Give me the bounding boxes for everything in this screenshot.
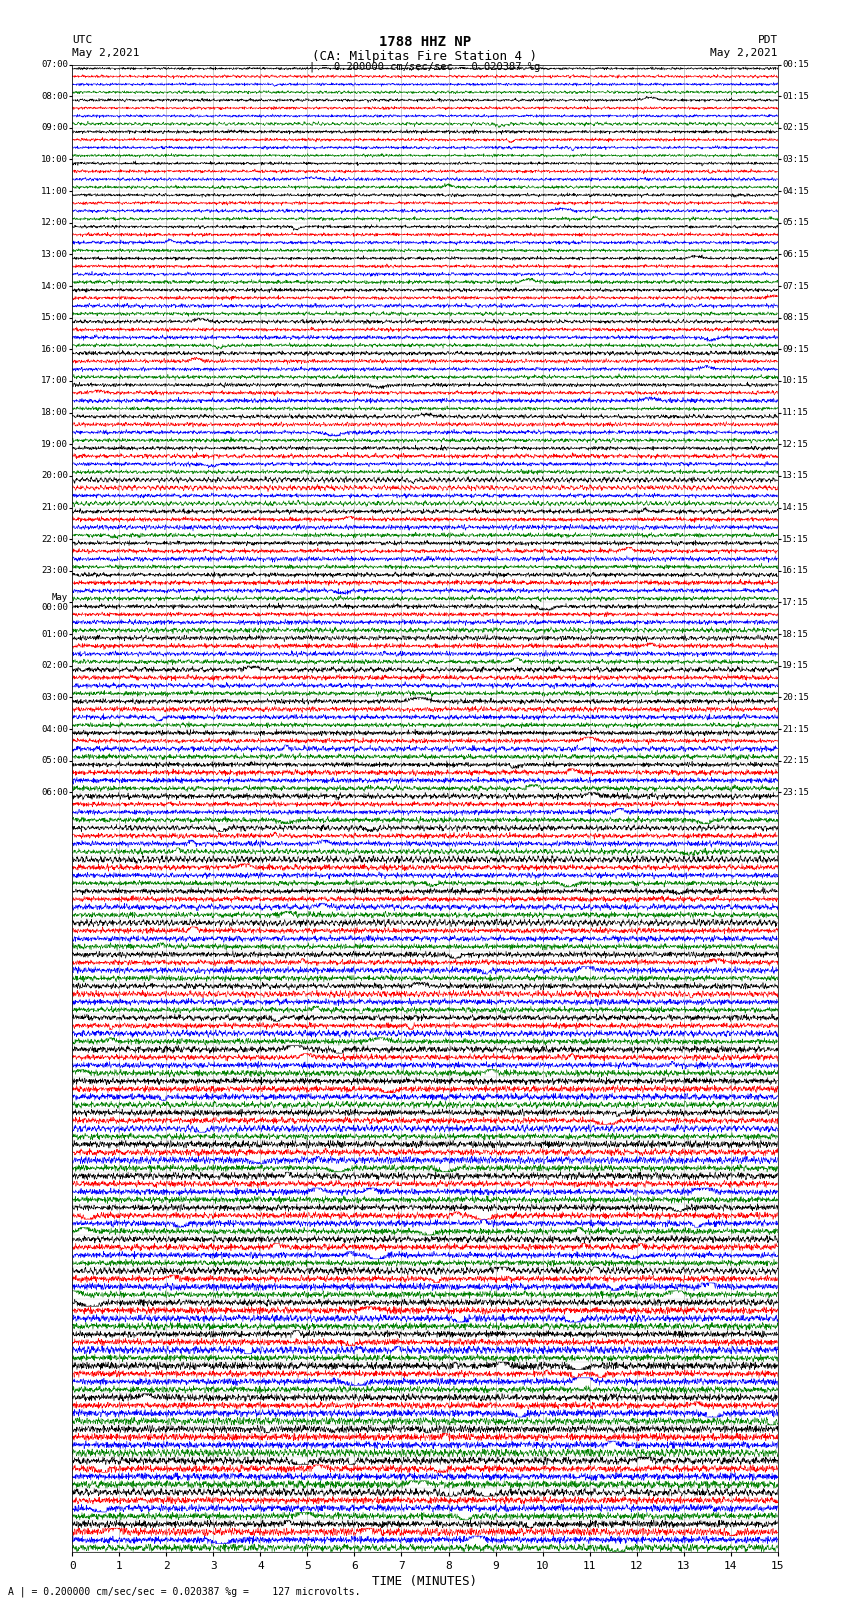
X-axis label: TIME (MINUTES): TIME (MINUTES) bbox=[372, 1574, 478, 1587]
Text: May 2,2021: May 2,2021 bbox=[711, 48, 778, 58]
Text: May 2,2021: May 2,2021 bbox=[72, 48, 139, 58]
Text: PDT: PDT bbox=[757, 35, 778, 45]
Text: | = 0.200000 cm/sec/sec = 0.020387 %g: | = 0.200000 cm/sec/sec = 0.020387 %g bbox=[309, 61, 541, 73]
Text: (CA: Milpitas Fire Station 4 ): (CA: Milpitas Fire Station 4 ) bbox=[313, 50, 537, 63]
Text: 1788 HHZ NP: 1788 HHZ NP bbox=[379, 35, 471, 50]
Text: UTC: UTC bbox=[72, 35, 93, 45]
Text: A | = 0.200000 cm/sec/sec = 0.020387 %g =    127 microvolts.: A | = 0.200000 cm/sec/sec = 0.020387 %g … bbox=[8, 1586, 361, 1597]
